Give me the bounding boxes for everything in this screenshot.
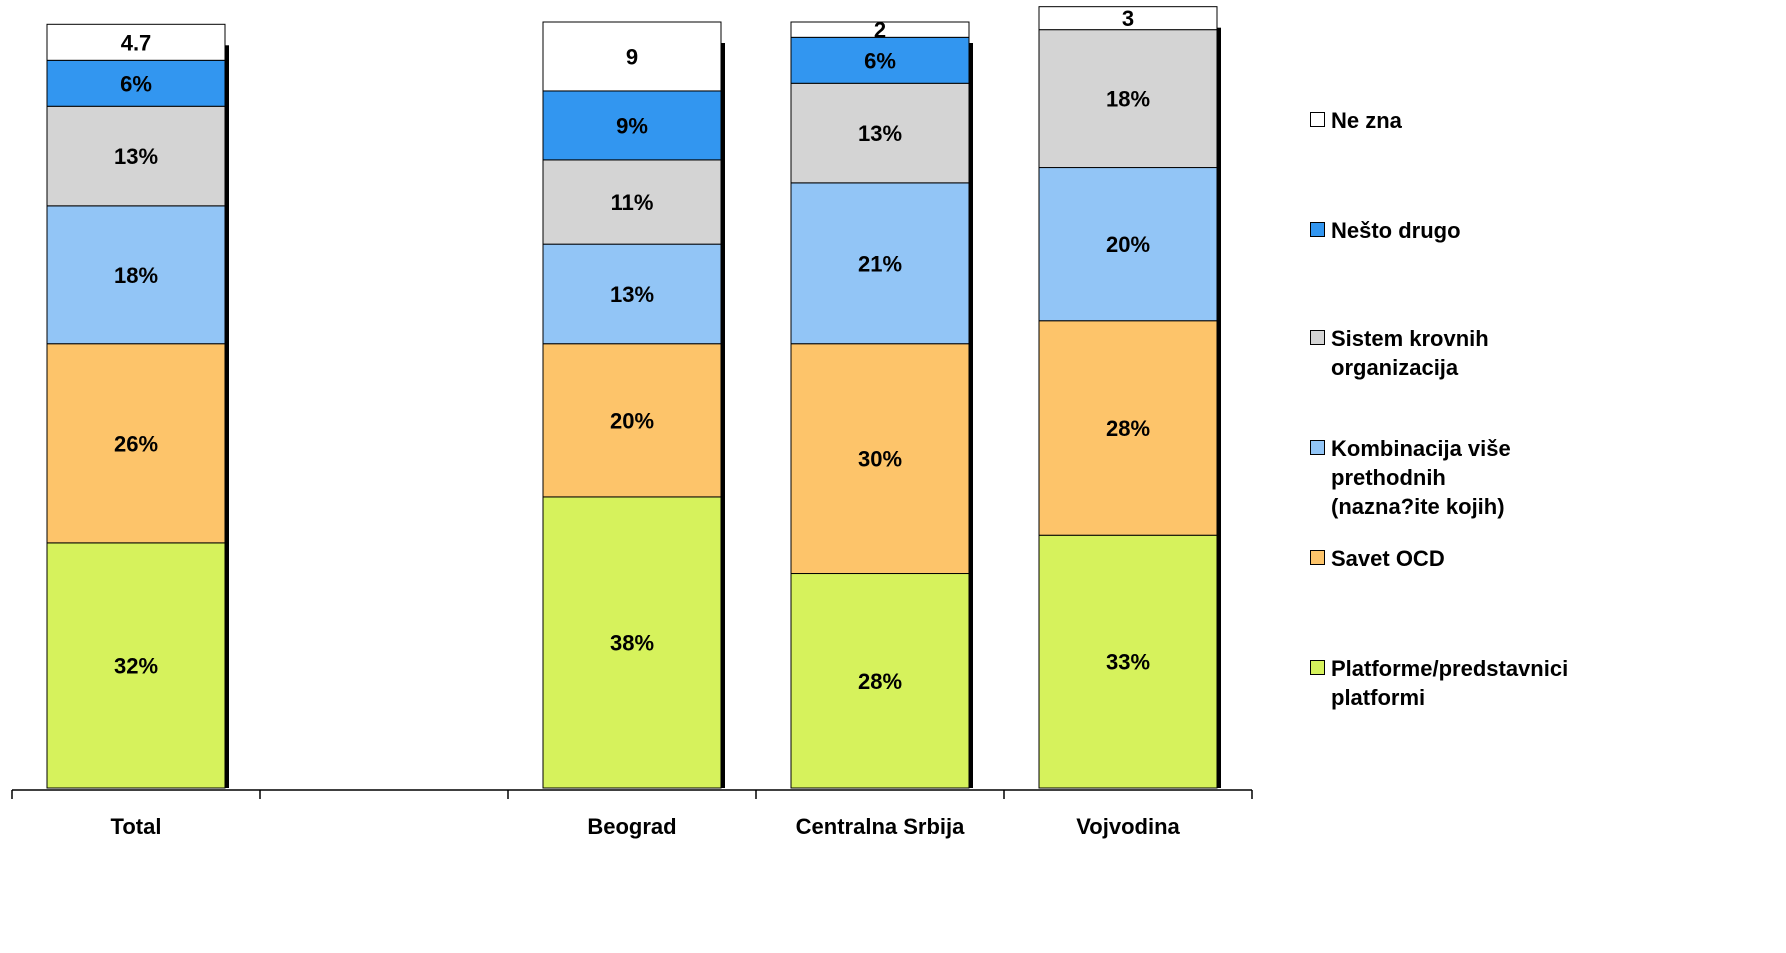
data-label: 20% [1106, 232, 1150, 257]
bar-segment [542, 21, 722, 92]
data-label: 20% [610, 408, 654, 433]
data-label: 13% [858, 121, 902, 146]
data-label: 30% [858, 447, 902, 472]
bar-segment [790, 21, 970, 38]
x-axis [11, 789, 1253, 799]
legend-swatch [1310, 222, 1325, 237]
data-label: 2 [874, 18, 886, 43]
category-label: Total [111, 814, 162, 839]
data-label: 11% [611, 190, 654, 215]
bars-group: 32%26%18%13%6%4.738%20%13%11%9%928%30%21… [46, 6, 1221, 789]
data-label: 21% [858, 251, 902, 276]
bar-segment [790, 82, 970, 184]
category-label: Vojvodina [1076, 814, 1180, 839]
bar-segment [542, 90, 722, 161]
bar-segment [1038, 6, 1218, 31]
data-label: 18% [1106, 87, 1150, 112]
legend-label: Sistem krovnih organizacija [1331, 326, 1489, 380]
bar-segment [790, 182, 970, 345]
bar-segment [790, 573, 970, 789]
bar-segment [1038, 167, 1218, 322]
bar-shadow [225, 45, 229, 789]
legend-swatch [1310, 660, 1325, 675]
bar-shadow [1217, 27, 1221, 789]
legend-item: Nešto drugo [1310, 216, 1461, 245]
bar-shadow [969, 43, 973, 788]
bar-segment [46, 105, 226, 207]
legend-item: Sistem krovnih organizacija [1310, 324, 1531, 382]
legend-label: Savet OCD [1331, 546, 1445, 571]
legend-swatch [1310, 330, 1325, 345]
data-label: 9 [626, 44, 638, 69]
data-label: 13% [114, 144, 158, 169]
legend-item: Savet OCD [1310, 544, 1445, 573]
data-label: 9% [616, 113, 648, 138]
legend-item: Kombinacija više prethodnih (nazna?ite k… [1310, 434, 1531, 521]
legend-swatch [1310, 112, 1325, 127]
legend-label: Platforme/predstavnici platformi [1331, 656, 1569, 710]
bar-segment [46, 542, 226, 789]
data-label: 32% [114, 653, 158, 678]
legend-label: Ne zna [1331, 108, 1402, 133]
data-label: 13% [610, 282, 654, 307]
data-label: 6% [864, 48, 896, 73]
data-label: 3 [1122, 6, 1134, 31]
data-label: 4.7 [121, 30, 152, 55]
legend-swatch [1310, 440, 1325, 455]
data-label: 6% [120, 71, 152, 96]
bar-segment [790, 36, 970, 84]
data-label: 28% [1106, 416, 1150, 441]
data-label: 26% [114, 431, 158, 456]
bar-segment [542, 496, 722, 789]
bar-segment [1038, 29, 1218, 169]
bar-segment [46, 59, 226, 107]
data-label: 28% [858, 669, 902, 694]
bar-shadow [721, 43, 725, 788]
category-label: Centralna Srbija [796, 814, 965, 839]
legend-swatch [1310, 550, 1325, 565]
bar-segment [790, 343, 970, 575]
data-label: 18% [114, 263, 158, 288]
data-label: 38% [610, 630, 654, 655]
legend-item: Ne zna [1310, 106, 1402, 135]
bar-segment [542, 243, 722, 345]
legend-item: Platforme/predstavnici platformi [1310, 654, 1569, 712]
legend-label: Kombinacija više prethodnih (nazna?ite k… [1331, 436, 1511, 519]
category-labels: Total Beograd Centralna Srbija Vojvodina [111, 814, 1181, 839]
legend-label: Nešto drugo [1331, 218, 1461, 243]
data-label: 33% [1106, 650, 1150, 675]
bar-segment [542, 343, 722, 498]
bar-segment [46, 23, 226, 61]
legend: Ne zna Nešto drugo Sistem krovnih organiza… [1310, 0, 1786, 953]
bar-segment [46, 205, 226, 345]
category-label: Beograd [587, 814, 676, 839]
bar-segment [1038, 320, 1218, 536]
